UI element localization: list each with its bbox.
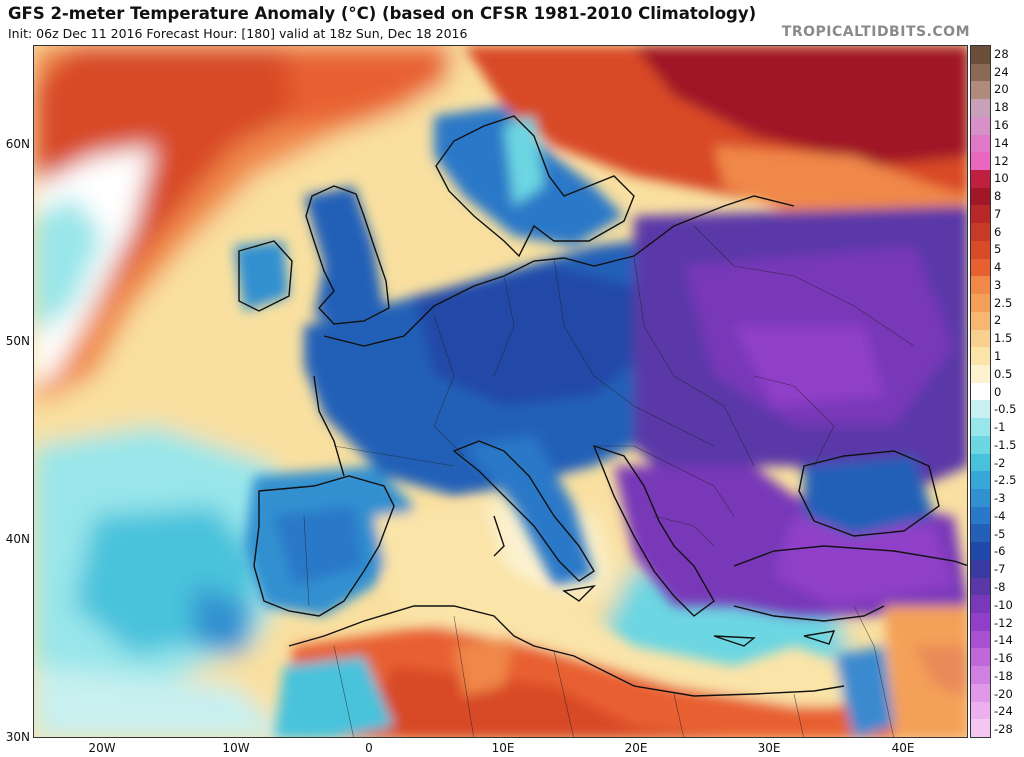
colorbar-label: 1.5 <box>994 331 1013 346</box>
colorbar-label: 1 <box>994 348 1002 363</box>
colorbar-label: 7 <box>994 206 1002 221</box>
colorbar-label: 3 <box>994 277 1002 292</box>
coastlines <box>238 115 967 697</box>
colorbar-label: -12 <box>994 615 1013 630</box>
colorbar-swatch <box>971 347 990 365</box>
lat-label-60n: 60N <box>5 137 30 151</box>
colorbar-swatch <box>971 223 990 241</box>
colorbar-label: 12 <box>994 153 1009 168</box>
colorbar-swatch <box>971 187 990 206</box>
colorbar-label: -16 <box>994 651 1013 666</box>
colorbar-label: -1.5 <box>994 437 1017 452</box>
colorbar-swatch <box>971 364 990 383</box>
colorbar-swatch <box>971 701 990 720</box>
colorbar-swatch <box>971 613 990 631</box>
colorbar-swatch <box>971 382 990 401</box>
colorbar-swatch <box>971 595 990 613</box>
colorbar-label: 18 <box>994 100 1009 115</box>
colorbar-swatch <box>971 329 990 348</box>
colorbar-label: -18 <box>994 668 1013 683</box>
colorbar-label: -28 <box>994 722 1013 737</box>
colorbar-label: -24 <box>994 704 1013 719</box>
colorbar-label: -14 <box>994 633 1013 648</box>
lat-label-30n: 30N <box>5 730 30 744</box>
colorbar-label: 10 <box>994 171 1009 186</box>
colorbar-swatch <box>971 205 990 224</box>
colorbar-label: 0 <box>994 384 1002 399</box>
colorbar-swatch <box>971 276 990 295</box>
colorbar-swatch <box>971 311 990 330</box>
colorbar-label: -10 <box>994 597 1013 612</box>
colorbar-swatch <box>971 453 990 472</box>
lat-label-50n: 50N <box>5 334 30 348</box>
colorbar-swatch <box>971 435 990 454</box>
colorbar-label: 8 <box>994 189 1002 204</box>
colorbar-label: 6 <box>994 224 1002 239</box>
colorbar-label: -0.5 <box>994 402 1017 417</box>
lon-label-40e: 40E <box>891 741 915 755</box>
lon-label-20w: 20W <box>88 741 116 755</box>
colorbar-swatch <box>971 294 990 312</box>
colorbar-swatch <box>971 666 990 684</box>
colorbar-swatch <box>971 648 990 667</box>
lon-label-10w: 10W <box>222 741 250 755</box>
country-borders <box>303 225 915 737</box>
colorbar-swatch <box>971 400 990 419</box>
colorbar-swatch <box>971 46 990 64</box>
colorbar-swatch <box>971 577 990 596</box>
colorbar-swatch <box>971 524 990 543</box>
colorbar-label: -20 <box>994 686 1013 701</box>
colorbar-label: -2 <box>994 455 1006 470</box>
colorbar-swatch <box>971 116 990 135</box>
colorbar-label: 5 <box>994 242 1002 257</box>
colorbar-label: 2.5 <box>994 295 1013 310</box>
colorbar-label: 24 <box>994 64 1009 79</box>
colorbar-label: 28 <box>994 46 1009 61</box>
anomaly-map <box>33 45 968 738</box>
lon-label-10e: 10E <box>491 741 515 755</box>
colorbar-label: 0.5 <box>994 366 1013 381</box>
colorbar-label: -6 <box>994 544 1006 559</box>
colorbar-label: -8 <box>994 579 1006 594</box>
colorbar-swatch <box>971 719 990 738</box>
colorbar-swatch <box>971 81 990 100</box>
colorbar-swatch <box>971 134 990 153</box>
colorbar-label: -5 <box>994 526 1006 541</box>
colorbar-label: 2 <box>994 313 1002 328</box>
colorbar-swatch <box>971 488 990 507</box>
colorbar-swatch <box>971 542 990 560</box>
colorbar-label: 20 <box>994 82 1009 97</box>
colorbar-swatch <box>971 506 990 525</box>
colorbar-swatch <box>971 418 990 436</box>
colorbar-label: 4 <box>994 260 1002 275</box>
colorbar-swatch <box>971 683 990 702</box>
colorbar-swatch <box>971 99 990 117</box>
colorbar-label: -7 <box>994 562 1006 577</box>
colorbar-swatch <box>971 152 990 171</box>
lon-label-0: 0 <box>365 741 373 755</box>
colorbar-swatch <box>971 471 990 489</box>
brand-watermark: TROPICALTIDBITS.COM <box>781 24 970 40</box>
colorbar-swatch <box>971 630 990 649</box>
colorbar-swatch <box>971 559 990 578</box>
colorbar-swatch <box>971 63 990 82</box>
lon-label-20e: 20E <box>624 741 648 755</box>
map-title: GFS 2-meter Temperature Anomaly (°C) (ba… <box>8 4 757 23</box>
colorbar-swatch <box>971 240 990 259</box>
colorbar-label: -3 <box>994 491 1006 506</box>
colorbar-label: -4 <box>994 508 1006 523</box>
land-anomaly-field <box>234 46 967 737</box>
colorbar-label: -2.5 <box>994 473 1017 488</box>
colorbar-swatch <box>971 170 990 188</box>
colorbar-swatch <box>971 258 990 277</box>
lat-label-40n: 40N <box>5 532 30 546</box>
map-subtitle: Init: 06z Dec 11 2016 Forecast Hour: [18… <box>8 26 468 41</box>
colorbar-label: 16 <box>994 117 1009 132</box>
colorbar-label: -1 <box>994 420 1006 435</box>
lon-label-30e: 30E <box>757 741 781 755</box>
colorbar <box>970 45 991 738</box>
colorbar-label: 14 <box>994 135 1009 150</box>
